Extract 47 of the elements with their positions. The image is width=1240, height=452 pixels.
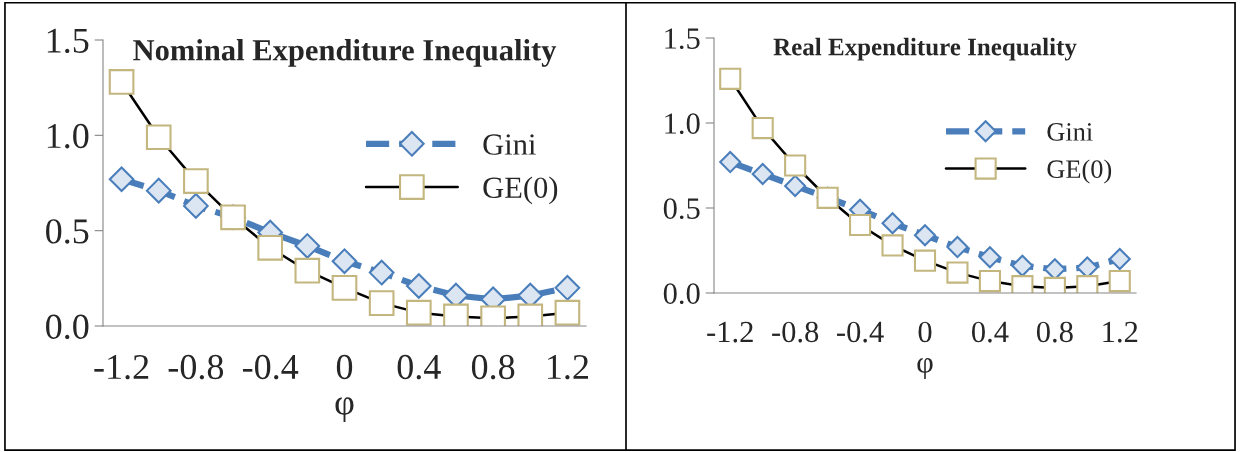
- point: [145, 177, 172, 204]
- point: [946, 236, 969, 259]
- point: [719, 151, 742, 174]
- x-tick-label: 0.8: [471, 354, 515, 380]
- x-tick-label: 0.8: [1036, 321, 1073, 343]
- point: [1108, 247, 1131, 271]
- y-tick-label: 0.5: [663, 198, 700, 220]
- point: [405, 273, 432, 299]
- x-tick-label: -0.8: [772, 321, 819, 343]
- point: [913, 224, 937, 247]
- y-tick-label: 0.5: [46, 219, 89, 244]
- point: [331, 248, 358, 274]
- y-tick-label: 1.5: [665, 28, 700, 50]
- y-tick-label: 0.0: [663, 283, 700, 305]
- point: [978, 246, 1001, 269]
- point: [108, 166, 135, 193]
- x-tick-label: -1.2: [707, 321, 753, 343]
- point: [183, 193, 209, 219]
- x-tick-label: 0.4: [397, 354, 441, 380]
- legend-label: GE(0): [483, 176, 558, 205]
- x-tick-label: 0: [918, 321, 932, 343]
- x-tick-label: 1.2: [548, 354, 588, 380]
- legend-label: Gini: [483, 134, 536, 155]
- point: [294, 233, 321, 259]
- point: [784, 174, 807, 197]
- chart-title: Real Expenditure Inequality: [773, 37, 1077, 61]
- x-tick-label: -1.2: [94, 354, 149, 380]
- x-axis-title: φ: [917, 358, 933, 379]
- point: [554, 275, 581, 301]
- point: [1011, 254, 1034, 277]
- point: [751, 162, 774, 186]
- y-tick-label: 1.0: [47, 123, 89, 149]
- y-tick-label: 1.0: [665, 113, 700, 135]
- y-tick-label: 1.5: [47, 28, 89, 54]
- x-tick-label: -0.4: [242, 354, 299, 380]
- x-tick-label: -0.8: [168, 354, 224, 380]
- y-tick-label: 0.0: [46, 314, 89, 340]
- x-axis-title: φ: [335, 397, 354, 423]
- point: [881, 212, 904, 235]
- legend-label: Gini: [1047, 123, 1093, 141]
- x-tick-label: -0.4: [837, 321, 884, 343]
- chart-title: Nominal Expenditure Inequality: [133, 39, 557, 67]
- legend-label: GE(0): [1047, 159, 1112, 184]
- x-tick-label: 1.2: [1103, 321, 1138, 343]
- point: [368, 259, 395, 286]
- x-tick-label: 0.4: [971, 321, 1009, 343]
- x-tick-label: 0: [336, 354, 353, 380]
